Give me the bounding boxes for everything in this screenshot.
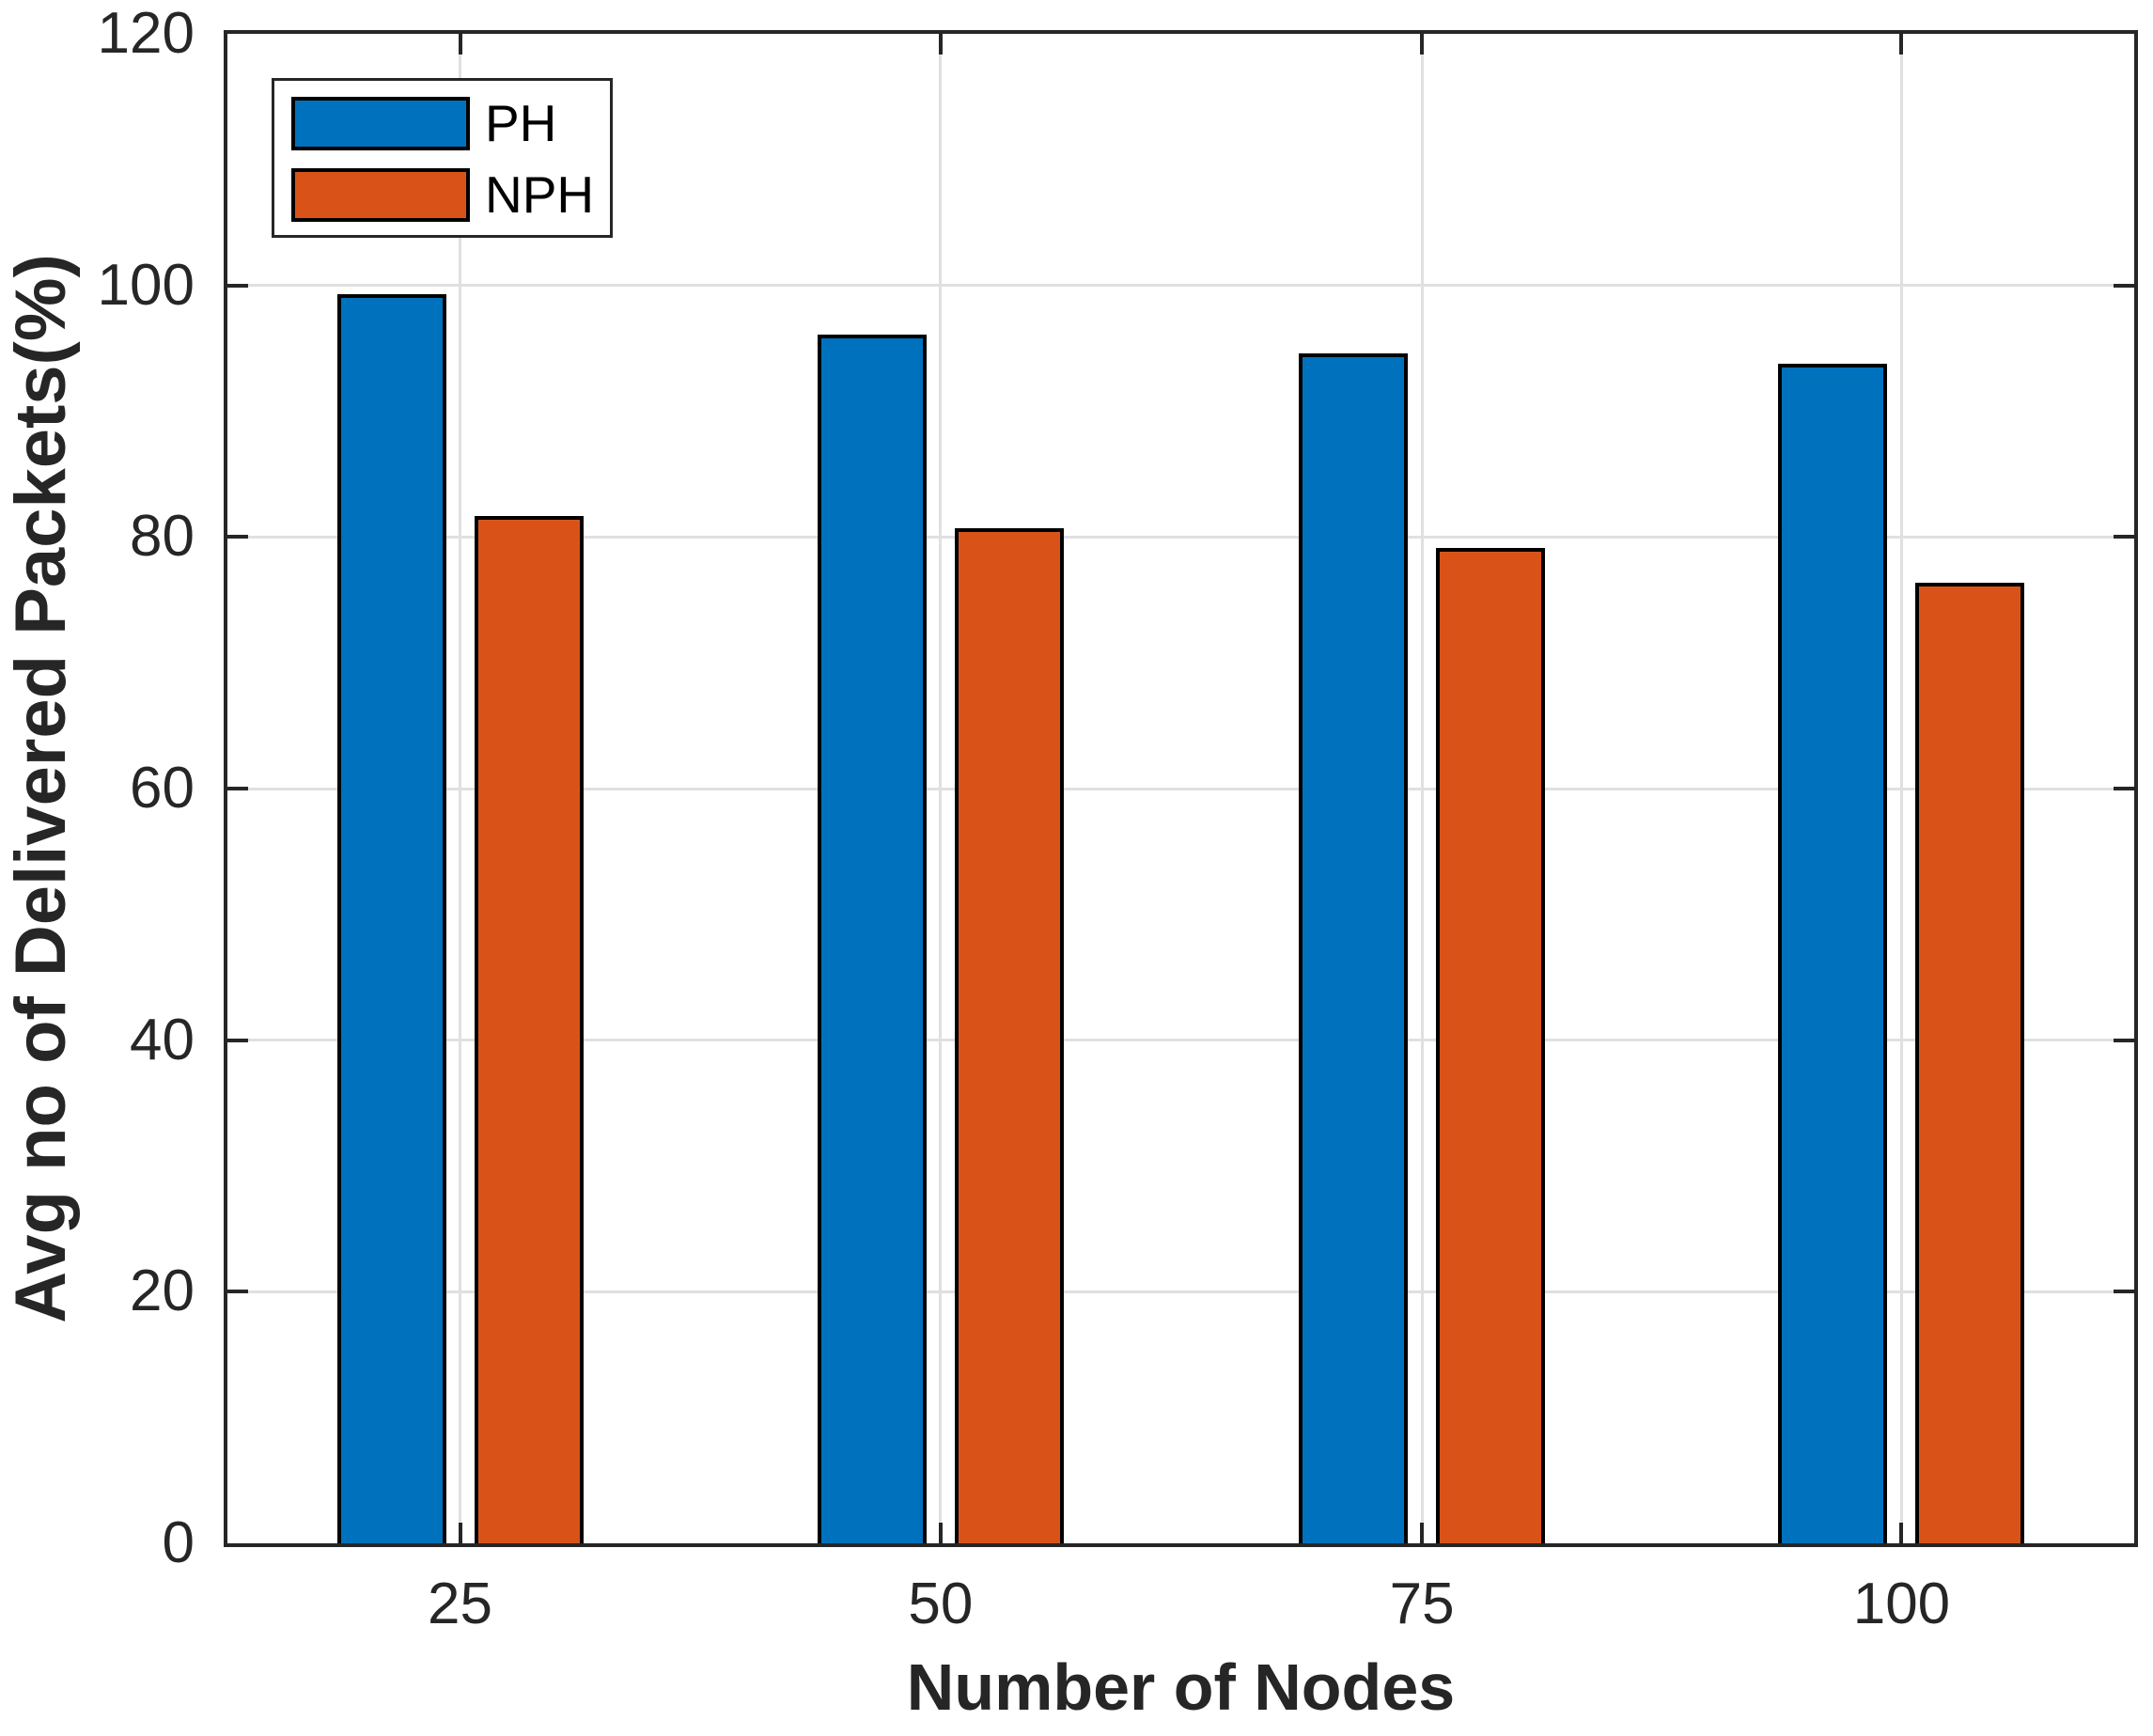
y-tick-right-40 xyxy=(2114,1038,2134,1042)
x-tick-label-75: 75 xyxy=(1389,1572,1455,1636)
y-tick-label-80: 80 xyxy=(130,504,195,570)
y-tick-left-20 xyxy=(227,1290,248,1294)
x-tick-bottom-50 xyxy=(938,1523,943,1543)
y-tick-left-100 xyxy=(227,283,248,288)
h-gridline-80 xyxy=(227,535,2134,539)
x-tick-label-25: 25 xyxy=(428,1572,493,1636)
x-tick-bottom-25 xyxy=(458,1523,462,1543)
h-gridline-60 xyxy=(227,787,2134,790)
v-gridline-50 xyxy=(939,34,943,1543)
v-gridline-25 xyxy=(459,34,462,1543)
bar-ph-25 xyxy=(336,294,446,1543)
y-tick-label-60: 60 xyxy=(130,756,195,821)
y-tick-left-60 xyxy=(227,787,248,790)
legend: PH NPH xyxy=(272,78,613,238)
y-tick-label-0: 0 xyxy=(162,1510,195,1575)
legend-label-ph: PH xyxy=(485,94,557,152)
x-tick-top-25 xyxy=(458,34,462,55)
y-tick-left-80 xyxy=(227,535,248,540)
y-tick-right-80 xyxy=(2114,535,2134,540)
legend-swatch-ph xyxy=(291,97,470,150)
bar-ph-50 xyxy=(817,334,927,1543)
bar-nph-100 xyxy=(1915,582,2025,1543)
x-tick-top-75 xyxy=(1420,34,1425,55)
y-tick-right-20 xyxy=(2114,1290,2134,1294)
bar-ph-100 xyxy=(1778,363,1888,1543)
legend-label-nph: NPH xyxy=(485,165,595,224)
y-tick-label-100: 100 xyxy=(97,252,195,318)
y-tick-right-100 xyxy=(2114,283,2134,288)
y-tick-left-40 xyxy=(227,1038,248,1042)
bar-nph-75 xyxy=(1436,548,1546,1543)
x-tick-label-100: 100 xyxy=(1852,1572,1951,1636)
x-tick-top-100 xyxy=(1899,34,1904,55)
bar-ph-75 xyxy=(1299,352,1409,1543)
bar-nph-25 xyxy=(474,515,584,1543)
y-tick-label-20: 20 xyxy=(130,1259,195,1324)
x-tick-top-50 xyxy=(938,34,943,55)
h-gridline-40 xyxy=(227,1039,2134,1042)
h-gridline-20 xyxy=(227,1290,2134,1293)
bar-nph-50 xyxy=(954,527,1064,1543)
x-axis-label: Number of Nodes xyxy=(906,1650,1456,1724)
y-tick-right-60 xyxy=(2114,787,2134,790)
legend-swatch-nph xyxy=(291,168,470,222)
plot-area: PH NPH xyxy=(224,30,2138,1547)
v-gridline-75 xyxy=(1420,34,1424,1543)
x-tick-bottom-75 xyxy=(1420,1523,1425,1543)
h-gridline-100 xyxy=(227,284,2134,288)
x-tick-label-50: 50 xyxy=(908,1572,974,1636)
y-tick-label-120: 120 xyxy=(97,1,195,66)
y-tick-label-40: 40 xyxy=(130,1007,195,1072)
x-tick-bottom-100 xyxy=(1899,1523,1904,1543)
v-gridline-100 xyxy=(1899,34,1903,1543)
